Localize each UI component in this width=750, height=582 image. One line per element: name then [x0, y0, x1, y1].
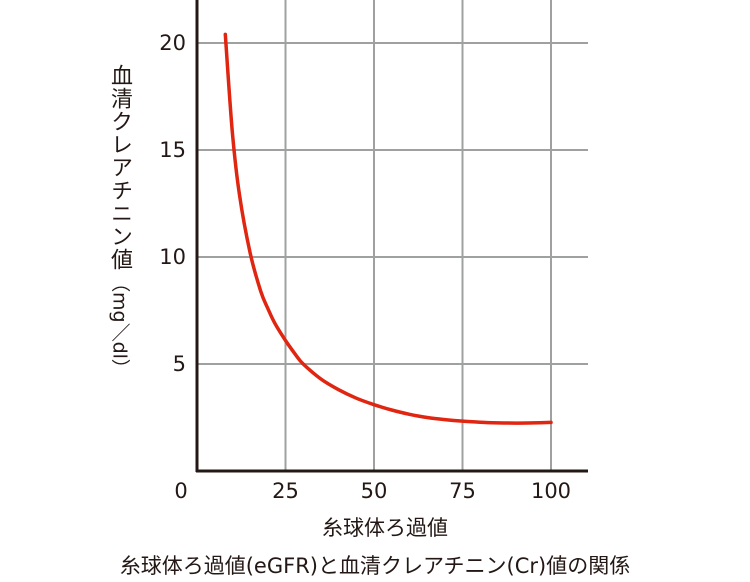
y-axis-label: 血清クレアチニン値 （mg／dl） — [104, 64, 134, 378]
y-tick-label: 20 — [159, 31, 186, 55]
series — [223, 32, 553, 425]
axes — [195, 0, 588, 473]
x-tick-label: 75 — [449, 479, 476, 503]
y-axis-title: 血清クレアチニン値 — [107, 64, 132, 271]
x-tick-label: 100 — [531, 479, 571, 503]
figure-caption: 糸球体ろ過値(eGFR)と血清クレアチニン(Cr)値の関係 — [119, 554, 631, 578]
y-tick-label: 15 — [159, 138, 186, 162]
y-tick-label: 5 — [173, 352, 186, 376]
x-axis-title: 糸球体ろ過値 — [322, 516, 448, 540]
x-tick-label: 0 — [174, 479, 187, 503]
y-tick-label: 10 — [159, 245, 186, 269]
series-line — [223, 32, 553, 425]
y-axis-unit: （mg／dl） — [108, 273, 131, 378]
x-tick-label: 25 — [272, 479, 299, 503]
grid-lines — [197, 0, 588, 471]
x-tick-label: 50 — [361, 479, 388, 503]
tick-labels: 0 25 50 75 100 5 10 15 20 — [159, 31, 571, 503]
